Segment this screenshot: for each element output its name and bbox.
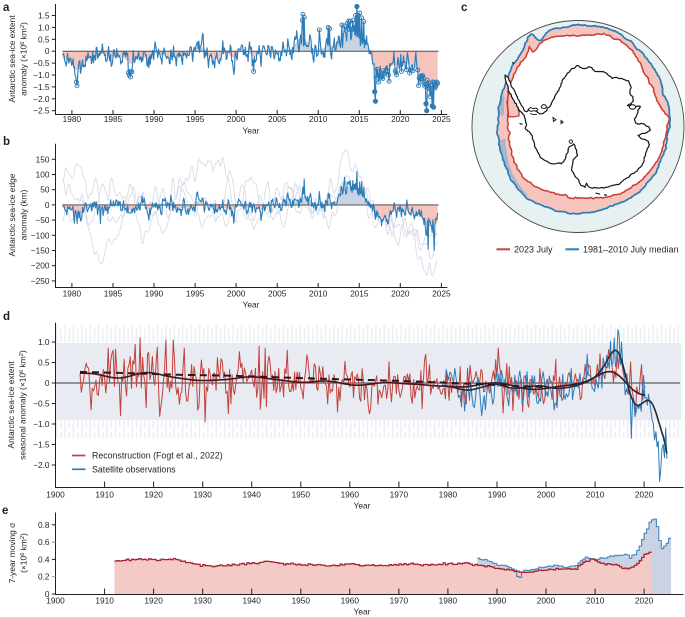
svg-text:1985: 1985 <box>104 289 123 299</box>
svg-text:0: 0 <box>45 589 50 599</box>
svg-text:Antarctic sea-ice extent: Antarctic sea-ice extent <box>7 15 17 103</box>
svg-text:Satellite observations: Satellite observations <box>92 465 176 475</box>
svg-text:2000: 2000 <box>537 490 556 500</box>
svg-text:−1.5: −1.5 <box>33 82 50 92</box>
svg-text:−1.0: −1.0 <box>33 419 50 429</box>
svg-text:d: d <box>3 311 10 323</box>
svg-text:2025: 2025 <box>432 289 451 299</box>
svg-text:1995: 1995 <box>186 114 205 124</box>
svg-text:−2.0: −2.0 <box>33 94 50 104</box>
svg-text:−1.5: −1.5 <box>33 440 50 450</box>
svg-text:1910: 1910 <box>95 490 114 500</box>
svg-text:2025: 2025 <box>432 114 451 124</box>
svg-text:1900: 1900 <box>46 490 65 500</box>
svg-text:0.5: 0.5 <box>38 34 50 44</box>
svg-text:a: a <box>3 2 10 14</box>
svg-text:2010: 2010 <box>309 289 328 299</box>
svg-text:c: c <box>461 2 468 14</box>
svg-text:7-year moving σ: 7-year moving σ <box>7 522 17 583</box>
svg-text:2015: 2015 <box>350 289 369 299</box>
svg-text:2010: 2010 <box>586 596 605 606</box>
svg-text:1995: 1995 <box>186 289 205 299</box>
svg-text:100: 100 <box>36 170 50 180</box>
svg-text:50: 50 <box>40 185 50 195</box>
svg-text:1960: 1960 <box>341 490 360 500</box>
svg-text:Antarctic sea-ice extent: Antarctic sea-ice extent <box>6 361 16 449</box>
svg-text:−1.0: −1.0 <box>33 70 50 80</box>
svg-text:2020: 2020 <box>635 596 654 606</box>
svg-text:1980: 1980 <box>439 490 458 500</box>
svg-text:1940: 1940 <box>242 596 261 606</box>
svg-text:1960: 1960 <box>341 596 360 606</box>
svg-text:0: 0 <box>45 200 50 210</box>
svg-text:2005: 2005 <box>268 289 287 299</box>
svg-text:2015: 2015 <box>350 114 369 124</box>
svg-text:1.0: 1.0 <box>38 337 50 347</box>
svg-text:1930: 1930 <box>193 596 212 606</box>
svg-text:b: b <box>3 136 10 148</box>
svg-text:2020: 2020 <box>635 490 654 500</box>
svg-text:1920: 1920 <box>144 596 163 606</box>
svg-text:2023 July: 2023 July <box>514 245 553 255</box>
svg-text:0.2: 0.2 <box>38 572 50 582</box>
svg-text:1970: 1970 <box>390 596 409 606</box>
svg-text:2020: 2020 <box>391 114 410 124</box>
svg-text:150: 150 <box>36 154 50 164</box>
svg-text:0: 0 <box>45 378 50 388</box>
svg-text:1920: 1920 <box>144 490 163 500</box>
svg-text:2000: 2000 <box>227 114 246 124</box>
svg-text:1985: 1985 <box>104 114 123 124</box>
svg-text:Antarctic sea-ice edge: Antarctic sea-ice edge <box>7 173 17 256</box>
svg-text:−100: −100 <box>31 230 50 240</box>
svg-text:2000: 2000 <box>227 289 246 299</box>
svg-text:−150: −150 <box>31 246 50 256</box>
svg-text:1.0: 1.0 <box>38 22 50 32</box>
svg-text:1930: 1930 <box>193 490 212 500</box>
svg-text:−250: −250 <box>31 276 50 286</box>
svg-text:0.6: 0.6 <box>38 537 50 547</box>
svg-text:1.5: 1.5 <box>38 11 50 21</box>
svg-text:Year: Year <box>354 501 371 511</box>
svg-text:1900: 1900 <box>46 596 65 606</box>
svg-text:Reconstruction (Fogt et al., 2: Reconstruction (Fogt et al., 2022) <box>92 451 223 461</box>
svg-text:anomaly (km): anomaly (km) <box>19 189 29 240</box>
svg-text:(×106 km2): (×106 km2) <box>19 533 29 573</box>
svg-text:seasonal anomaly (×106 km2): seasonal anomaly (×106 km2) <box>18 350 28 460</box>
svg-text:−200: −200 <box>31 261 50 271</box>
svg-text:2010: 2010 <box>309 114 328 124</box>
svg-text:0: 0 <box>45 46 50 56</box>
svg-text:1950: 1950 <box>292 596 311 606</box>
svg-text:e: e <box>2 505 8 517</box>
svg-text:Year: Year <box>243 300 260 310</box>
svg-text:1940: 1940 <box>242 490 261 500</box>
svg-text:1990: 1990 <box>145 289 164 299</box>
svg-text:1950: 1950 <box>292 490 311 500</box>
svg-text:−0.5: −0.5 <box>33 399 50 409</box>
svg-text:2005: 2005 <box>268 114 287 124</box>
svg-text:1980: 1980 <box>63 114 82 124</box>
svg-text:−50: −50 <box>35 215 49 225</box>
svg-text:1980: 1980 <box>63 289 82 299</box>
svg-text:1990: 1990 <box>488 596 507 606</box>
svg-text:0.4: 0.4 <box>38 554 50 564</box>
svg-text:1980: 1980 <box>439 596 458 606</box>
svg-text:0.8: 0.8 <box>38 520 50 530</box>
svg-text:0.5: 0.5 <box>38 358 50 368</box>
svg-text:2010: 2010 <box>586 490 605 500</box>
svg-text:−0.5: −0.5 <box>33 58 50 68</box>
svg-text:−2.5: −2.5 <box>33 106 50 116</box>
svg-text:anomaly (×106 km2): anomaly (×106 km2) <box>19 22 29 96</box>
svg-text:−2.0: −2.0 <box>33 460 50 470</box>
svg-text:2020: 2020 <box>391 289 410 299</box>
svg-text:1981–2010 July median: 1981–2010 July median <box>583 245 679 255</box>
svg-text:2000: 2000 <box>537 596 556 606</box>
svg-text:Year: Year <box>243 126 260 136</box>
svg-text:1910: 1910 <box>95 596 114 606</box>
svg-text:1990: 1990 <box>488 490 507 500</box>
svg-text:Year: Year <box>354 607 371 617</box>
svg-text:1970: 1970 <box>390 490 409 500</box>
svg-text:1990: 1990 <box>145 114 164 124</box>
